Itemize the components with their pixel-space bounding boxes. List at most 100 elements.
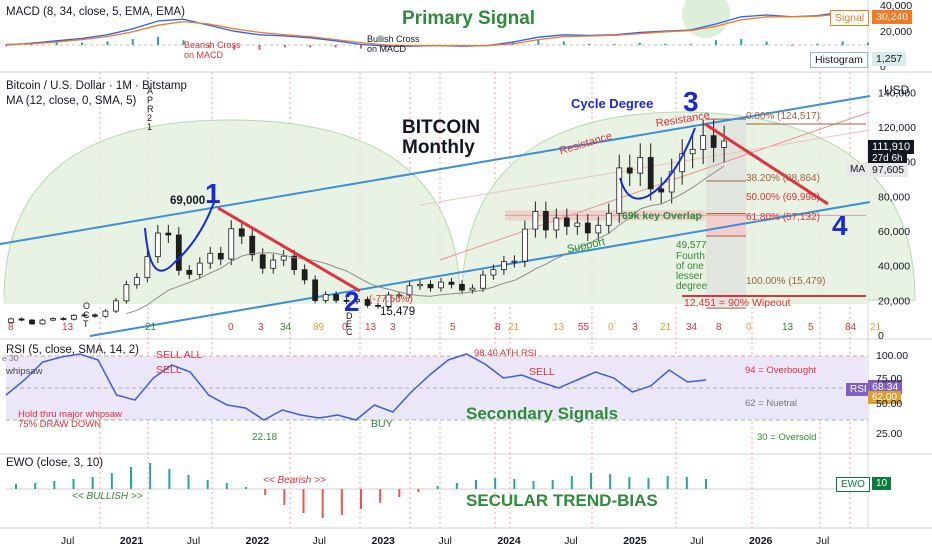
candle-body-11 xyxy=(123,284,130,302)
cycle-dome-1 xyxy=(3,119,461,301)
rsi-axis-50: 50.00 xyxy=(876,398,903,410)
ewo-badge-value: 10 xyxy=(872,477,892,490)
ewo-bar-26 xyxy=(513,479,516,489)
fib-count-19: 8 xyxy=(716,322,722,333)
rsi-badge-name: RSI xyxy=(846,383,871,396)
wave-4-projection-line xyxy=(704,122,829,206)
bullish-cross-label-2: on MACD xyxy=(367,44,407,54)
ewo-bar-32 xyxy=(628,477,631,489)
resistance-thin-line-1 xyxy=(439,111,871,261)
rsi-badge-value-2: 62.00 xyxy=(868,391,902,404)
candle-body-51 xyxy=(542,211,549,231)
ewo-bearish-label: << Bearish >> xyxy=(263,475,326,486)
ewo-bar-20 xyxy=(398,489,401,497)
rsi-neutral: 62 = Nuetral xyxy=(745,398,798,409)
fourth-degree-5: degree xyxy=(676,281,708,292)
macd-highlight-circle xyxy=(682,0,730,38)
macd-hist-bar-28 xyxy=(714,40,717,45)
candle-body-17 xyxy=(186,269,193,275)
rsi-whipsaw-prefix: e 30 xyxy=(2,353,19,363)
candle-body-47 xyxy=(501,261,507,271)
vertical-text-apr: A P R 21 xyxy=(147,86,154,132)
ewo-bar-6 xyxy=(130,467,132,489)
candle-body-1 xyxy=(18,318,25,321)
rsi-hold-2: 75% DRAW DOWN xyxy=(18,419,102,430)
ewo-bar-11 xyxy=(225,483,228,489)
fib-count-13: 13 xyxy=(553,322,565,333)
macd-hist-bar-32 xyxy=(816,43,819,45)
macd-hist-bar-33 xyxy=(841,41,844,45)
candle-body-23 xyxy=(249,235,256,256)
vertical-text-dec: D E C xyxy=(346,311,353,337)
macd-title: MACD (8, 34, close, 5, EMA, EMA) xyxy=(6,6,185,18)
rsi-line xyxy=(5,353,707,421)
macd-hist-bar-23 xyxy=(588,43,591,45)
rsi-axis-25: 25.00 xyxy=(876,428,903,440)
candle-body-18 xyxy=(196,262,203,275)
candle-body-19 xyxy=(207,252,214,264)
ewo-bar-19 xyxy=(379,489,382,503)
ewo-bar-27 xyxy=(532,481,535,489)
time-axis-tick-2: Jul xyxy=(187,535,200,547)
candle-body-62 xyxy=(658,188,665,193)
fourth-degree-1: 49,577 xyxy=(676,240,707,251)
macd-hist-bar-3 xyxy=(81,42,84,45)
macd-hist-bar-12 xyxy=(309,45,312,48)
rsi-ath: 98.40 ATH RSI xyxy=(474,348,537,359)
ma-badge: MA xyxy=(846,163,869,176)
time-axis-tick-4: Jul xyxy=(313,535,326,547)
candle-body-52 xyxy=(553,217,560,231)
macd-hist-bar-10 xyxy=(258,45,261,50)
candle-body-33 xyxy=(354,299,360,302)
candle-body-40 xyxy=(427,283,434,289)
macd-signal-line xyxy=(5,11,869,47)
ewo-bar-25 xyxy=(494,478,497,489)
macd-hist-bar-8 xyxy=(207,45,210,48)
ewo-bar-31 xyxy=(609,474,612,489)
ewo-bar-15 xyxy=(302,489,305,513)
ewo-bar-5 xyxy=(110,473,113,489)
rsi-buy: BUY xyxy=(371,418,393,430)
candle-body-66 xyxy=(700,135,707,150)
fib-count-22: 5 xyxy=(808,322,814,333)
ewo-bar-3 xyxy=(72,479,75,489)
macd-axis-40000: 40,000 xyxy=(880,0,913,12)
ewo-bar-8 xyxy=(168,469,171,489)
secondary-signals-label: Secondary Signals xyxy=(466,404,619,423)
fib-count-23: 84 xyxy=(845,322,857,333)
candle-body-2 xyxy=(29,319,35,325)
candle-body-28 xyxy=(301,269,308,281)
upper-channel-line xyxy=(0,95,871,245)
candle-body-7 xyxy=(81,314,88,317)
ewo-bar-17 xyxy=(340,489,343,515)
fib-count-20: 0 xyxy=(746,322,752,333)
ewo-bar-36 xyxy=(705,479,707,489)
vertical-text-oct: O C T xyxy=(83,301,91,329)
bitcoin-title: BITCOIN xyxy=(402,117,481,138)
candle-body-34 xyxy=(364,299,371,306)
macd-hist-bar-6 xyxy=(157,36,160,45)
fourth-degree-2: Fourth xyxy=(676,251,705,262)
ewo-bar-35 xyxy=(685,477,688,489)
ewo-bar-10 xyxy=(206,480,209,489)
candle-body-21 xyxy=(228,228,235,260)
candle-body-61 xyxy=(647,157,654,190)
wave-label-4: 4 xyxy=(832,210,848,241)
candle-body-35 xyxy=(375,304,381,307)
candle-body-39 xyxy=(417,283,423,287)
candle-body-25 xyxy=(270,259,277,269)
lower-channel-line xyxy=(89,201,871,337)
candle-body-68 xyxy=(721,140,728,148)
time-axis-tick-12: Jul xyxy=(816,535,829,547)
wave-3-curve xyxy=(619,127,696,200)
ewo-bar-9 xyxy=(187,475,190,489)
fib-count-14: 55 xyxy=(578,322,590,333)
candle-body-14 xyxy=(154,232,161,258)
candle-body-12 xyxy=(133,277,140,286)
currency-label: USD xyxy=(884,83,910,97)
candle-body-48 xyxy=(511,260,518,263)
candle-body-41 xyxy=(438,281,444,289)
moving-average-line xyxy=(126,165,725,315)
